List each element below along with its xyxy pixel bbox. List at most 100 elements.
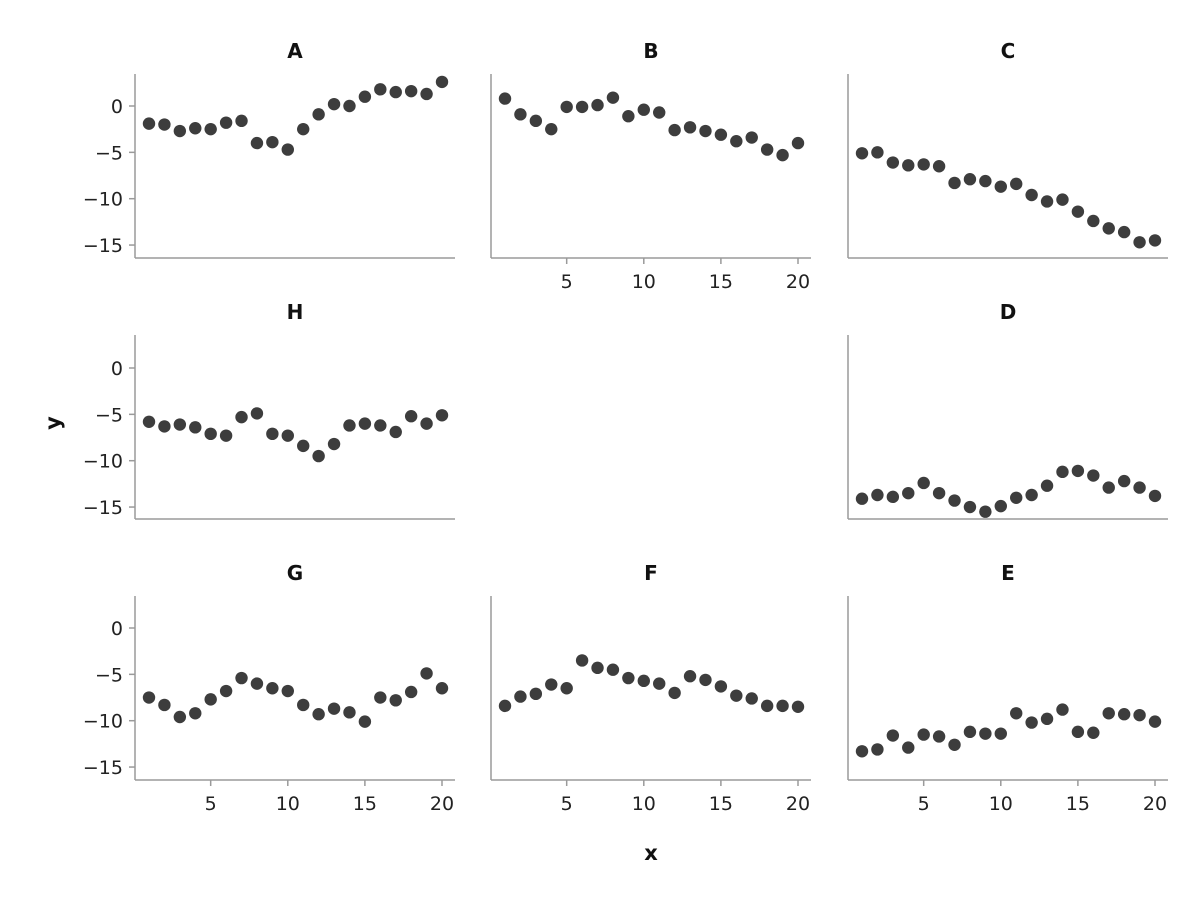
panel-title-a: A bbox=[287, 39, 303, 63]
data-point bbox=[374, 691, 387, 704]
data-point bbox=[189, 707, 202, 720]
data-point bbox=[435, 75, 449, 89]
data-point bbox=[606, 91, 620, 104]
data-point bbox=[235, 114, 248, 128]
x-tick-label: 5 bbox=[918, 793, 930, 815]
data-point bbox=[1056, 703, 1069, 716]
data-point bbox=[142, 691, 156, 704]
data-point bbox=[281, 429, 294, 442]
data-point bbox=[1087, 726, 1100, 739]
data-point bbox=[204, 427, 217, 441]
data-point bbox=[871, 488, 884, 502]
data-point bbox=[591, 661, 604, 675]
data-point bbox=[281, 143, 294, 156]
data-point bbox=[963, 173, 977, 186]
data-point bbox=[173, 418, 187, 431]
x-tick-label: 15 bbox=[709, 793, 733, 815]
data-point bbox=[389, 425, 402, 439]
data-point bbox=[1117, 225, 1131, 239]
data-point bbox=[545, 678, 558, 691]
x-tick-label: 10 bbox=[989, 793, 1013, 815]
data-point bbox=[327, 437, 341, 451]
facet-panel-g: G 0 −5 −10 −15 5 10 15 20 bbox=[83, 561, 455, 815]
x-tick-label: 15 bbox=[709, 271, 733, 293]
data-point bbox=[776, 148, 789, 162]
facet-panel-h: H 0 −5 −10 −15 bbox=[83, 300, 455, 520]
data-point bbox=[435, 682, 449, 695]
data-point bbox=[420, 417, 433, 430]
data-point bbox=[622, 671, 635, 685]
data-point bbox=[173, 124, 187, 138]
data-point bbox=[1133, 708, 1146, 722]
data-point bbox=[714, 128, 728, 141]
data-point bbox=[358, 715, 372, 728]
data-point bbox=[343, 706, 356, 719]
facet-panel-d: D bbox=[847, 300, 1168, 520]
data-point bbox=[948, 738, 961, 752]
data-point bbox=[327, 702, 341, 715]
data-point bbox=[404, 410, 418, 423]
data-point bbox=[158, 420, 171, 433]
x-tick-label: 10 bbox=[632, 793, 656, 815]
y-axis-title: y bbox=[41, 416, 65, 430]
y-tick-label: −15 bbox=[83, 497, 123, 519]
y-tick-label: −5 bbox=[95, 404, 123, 426]
data-point bbox=[932, 730, 946, 743]
x-tick-label: 10 bbox=[276, 793, 300, 815]
data-point bbox=[281, 684, 294, 698]
x-tick-label: 20 bbox=[786, 793, 810, 815]
data-point bbox=[404, 84, 418, 98]
data-point bbox=[204, 122, 217, 136]
data-point bbox=[886, 156, 900, 169]
data-point bbox=[404, 685, 418, 699]
x-tick-label: 10 bbox=[632, 271, 656, 293]
x-tick-label: 5 bbox=[205, 793, 217, 815]
data-point bbox=[683, 670, 697, 683]
facet-panel-b: B 5 10 15 20 bbox=[490, 39, 811, 293]
data-point bbox=[760, 143, 774, 156]
data-point bbox=[714, 680, 728, 693]
data-point bbox=[389, 694, 402, 707]
data-point bbox=[158, 698, 171, 712]
data-point bbox=[560, 682, 573, 695]
data-point bbox=[250, 407, 264, 420]
data-point bbox=[668, 686, 681, 700]
data-point bbox=[189, 421, 202, 434]
data-point bbox=[575, 654, 589, 667]
data-point bbox=[266, 682, 279, 695]
data-point bbox=[374, 83, 387, 96]
data-point bbox=[591, 98, 604, 112]
data-point bbox=[575, 100, 589, 114]
panel-title-g: G bbox=[287, 561, 303, 585]
data-point bbox=[902, 486, 915, 500]
data-point bbox=[699, 124, 712, 138]
data-point bbox=[1102, 707, 1115, 720]
data-point bbox=[498, 699, 512, 713]
x-tick-label: 15 bbox=[353, 793, 377, 815]
data-point bbox=[1117, 474, 1131, 488]
data-point bbox=[776, 699, 789, 713]
x-tick-label: 5 bbox=[561, 793, 573, 815]
y-tick-label: −15 bbox=[83, 235, 123, 257]
y-tick-label: 0 bbox=[111, 618, 123, 640]
data-point bbox=[963, 500, 977, 514]
data-point bbox=[545, 122, 558, 136]
data-point bbox=[917, 158, 930, 171]
data-point bbox=[266, 427, 279, 441]
data-point bbox=[902, 741, 915, 754]
data-point bbox=[1040, 479, 1054, 492]
data-point bbox=[948, 176, 961, 190]
data-point bbox=[358, 90, 372, 103]
panel-title-d: D bbox=[1000, 300, 1017, 324]
data-point bbox=[250, 136, 264, 150]
data-point bbox=[219, 684, 233, 698]
data-point bbox=[235, 410, 248, 424]
data-point bbox=[979, 174, 992, 188]
x-tick-label: 20 bbox=[786, 271, 810, 293]
facet-panel-c: C bbox=[847, 39, 1168, 259]
panel-title-b: B bbox=[643, 39, 658, 63]
y-tick-label: 0 bbox=[111, 96, 123, 118]
panel-title-h: H bbox=[287, 300, 304, 324]
data-point bbox=[189, 122, 202, 135]
